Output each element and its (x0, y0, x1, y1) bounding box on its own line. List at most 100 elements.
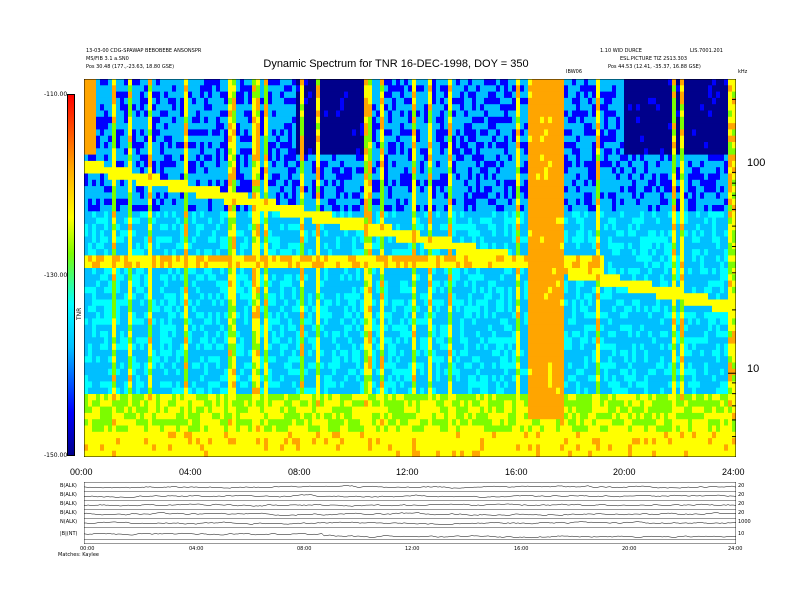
spectrum-cell (392, 230, 397, 237)
spectrum-cell (216, 160, 221, 168)
spectrum-cell (384, 123, 389, 130)
spectrum-cell (232, 362, 237, 370)
spectrum-cell (336, 394, 341, 401)
spectrum-cell (272, 211, 277, 218)
spectrum-cell (172, 236, 177, 244)
spectrum-cell (296, 375, 301, 382)
spectrum-cell (368, 431, 373, 439)
spectrum-cell (408, 312, 413, 319)
spectrum-cell (388, 97, 393, 105)
spectrum-cell (256, 79, 261, 86)
spectrum-cell (176, 104, 181, 111)
spectrum-cell (108, 85, 113, 92)
spectrum-cell (236, 324, 241, 332)
spectrum-cell (392, 337, 397, 344)
spectrum-cell (248, 343, 253, 351)
spectrum-cell (296, 286, 301, 294)
spectrum-cell (144, 142, 149, 149)
spectrum-cell (304, 286, 309, 294)
spectrum-cell (332, 230, 337, 237)
spectrum-cell (92, 450, 97, 457)
spectrum-cell (364, 249, 369, 256)
spectrum-cell (176, 249, 181, 256)
spectrum-cell (188, 438, 193, 445)
spectrum-cell (252, 381, 257, 389)
spectrum-cell (168, 211, 173, 218)
spectrum-cell (356, 337, 361, 344)
spectrum-cell (132, 305, 137, 313)
spectrum-cell (216, 173, 221, 181)
spectrum-cell (172, 349, 177, 357)
spectrum-cell (316, 331, 321, 338)
spectrum-cell (220, 444, 225, 452)
spectrum-cell (360, 249, 365, 256)
spectrum-cell (232, 236, 237, 244)
spectrum-cell (216, 230, 221, 237)
spectrum-cell (344, 381, 349, 389)
spectrum-cell (416, 85, 421, 92)
spectrum-cell (236, 211, 241, 218)
spectrum-cell (312, 444, 317, 452)
spectrum-cell (108, 438, 113, 445)
spectrum-cell (324, 280, 329, 288)
spectrum-cell (308, 192, 313, 200)
spectrum-cell (332, 444, 337, 452)
spectrum-cell (336, 381, 341, 389)
spectrum-cell (392, 305, 397, 313)
spectrum-cell (336, 236, 341, 244)
spectrum-cell (276, 242, 281, 250)
spectrum-cell (364, 167, 369, 174)
spectrum-cell (148, 406, 153, 414)
spectrum-cell (96, 129, 101, 137)
spectrum-cell (144, 412, 149, 420)
spectrum-cell (296, 425, 301, 433)
spectrum-cell (400, 337, 405, 344)
spectrum-cell (264, 230, 269, 237)
spectrum-cell (360, 148, 365, 155)
spectrum-cell (320, 268, 325, 275)
spectrum-cell (212, 223, 217, 231)
spectrum-cell (268, 179, 273, 187)
spectrum-cell (136, 223, 141, 231)
spectrum-cell (160, 438, 165, 445)
spectrum-cell (348, 324, 353, 332)
spectrum-cell (260, 97, 265, 105)
spectrum-cell (88, 406, 93, 414)
spectrum-cell (400, 286, 405, 294)
spectrum-cell (264, 123, 269, 130)
spectrum-cell (404, 217, 409, 225)
spectrum-cell (340, 110, 345, 118)
spectrum-cell (364, 318, 369, 326)
spectrum-cell (236, 431, 241, 439)
spectrum-cell (212, 368, 217, 376)
spectrum-cell (160, 406, 165, 414)
spectrum-cell (216, 242, 221, 250)
spectrum-cell (104, 299, 109, 307)
spectrum-cell (184, 242, 189, 250)
spectrum-cell (372, 211, 377, 218)
spectrum-cell (340, 91, 345, 99)
spectrum-cell (332, 387, 337, 395)
spectrum-cell (356, 286, 361, 294)
spectrum-cell (224, 179, 229, 187)
spectrum-cell (252, 211, 257, 218)
spectrum-cell (236, 205, 241, 212)
spectrum-cell (336, 217, 341, 225)
spectrum-cell (164, 293, 169, 300)
spectrum-cell (308, 154, 313, 162)
spectrum-cell (212, 249, 217, 256)
spectrum-cell (236, 368, 241, 376)
spectrum-cell (272, 160, 277, 168)
spectrum-cell (192, 97, 197, 105)
spectrum-cell (256, 148, 261, 155)
spectrum-cell (196, 280, 201, 288)
spectrum-cell (292, 173, 297, 181)
spectrum-cell (128, 343, 133, 351)
spectrum-cell (400, 160, 405, 168)
spectrum-cell (380, 116, 385, 124)
spectrum-cell (256, 110, 261, 118)
spectrum-cell (396, 261, 401, 269)
spectrum-cell (176, 305, 181, 313)
spectrum-cell (304, 431, 309, 439)
spectrum-cell (196, 211, 201, 218)
